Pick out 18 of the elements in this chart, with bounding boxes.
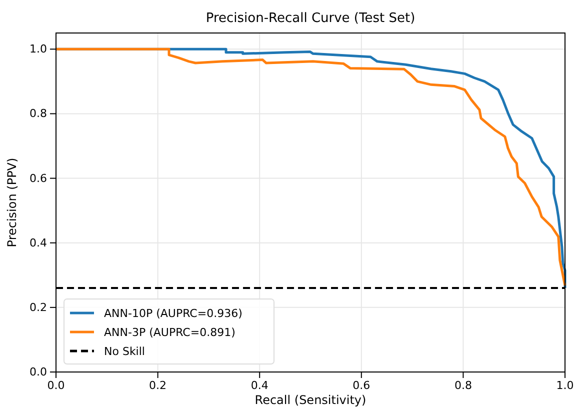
x-tick-label: 0.0 [47,378,65,392]
x-axis-title: Recall (Sensitivity) [254,393,366,407]
chart-title: Precision-Recall Curve (Test Set) [206,11,416,26]
y-tick-label: 0.6 [30,172,47,185]
legend-label: No Skill [104,345,145,358]
y-tick-label: 0.4 [30,236,47,250]
x-tick-label: 0.2 [149,378,167,392]
legend-label: ANN-3P (AUPRC=0.891) [104,326,236,339]
y-tick-label: 0.0 [30,366,47,379]
x-tick-label: 0.8 [454,378,472,392]
y-tick-label: 0.2 [30,300,47,314]
y-tick-label: 0.8 [30,107,47,120]
y-tick-label: 1.0 [30,42,47,56]
x-tick-label: 0.4 [250,378,268,392]
y-axis-title: Precision (PPV) [5,158,19,248]
x-tick-label: 1.0 [556,378,574,392]
x-tick-label: 0.6 [352,378,370,392]
legend-label: ANN-10P (AUPRC=0.936) [104,307,242,320]
